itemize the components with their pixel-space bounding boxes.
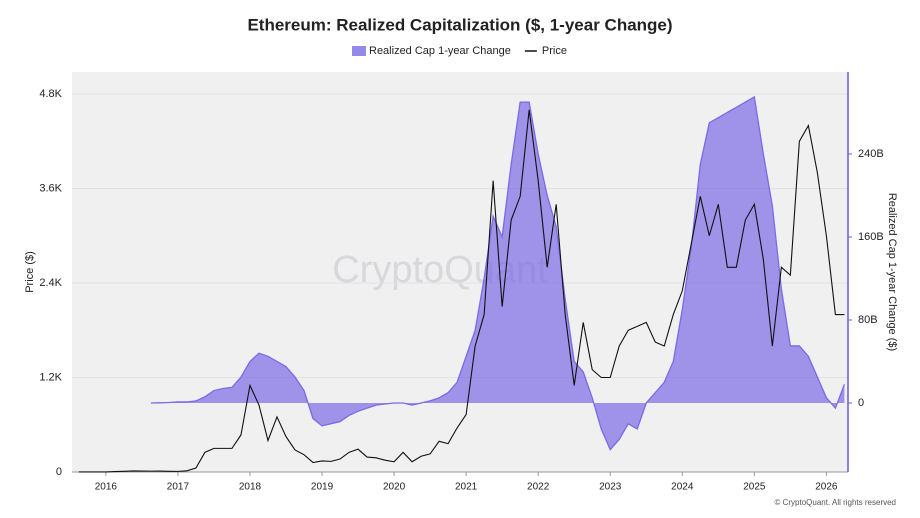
y2-tick-label: 80B bbox=[858, 314, 878, 326]
y2-axis-label: Realized Cap 1-year Change ($) bbox=[886, 193, 898, 351]
y2-tick-label: 0 bbox=[858, 397, 864, 409]
x-tick-label: 2025 bbox=[743, 482, 766, 493]
legend-label: Price bbox=[542, 45, 567, 57]
price-line bbox=[78, 109, 845, 473]
y2-tick-label: 160B bbox=[858, 231, 884, 243]
y-tick-label: 4.8K bbox=[39, 88, 62, 100]
y-tick-label: 3.6K bbox=[39, 182, 62, 194]
legend: Realized Cap 1-year Change Price bbox=[352, 45, 567, 57]
x-tick-label: 2024 bbox=[671, 482, 694, 493]
x-tick-label: 2020 bbox=[383, 482, 406, 493]
x-tick-label: 2016 bbox=[95, 482, 118, 493]
y-tick-label: 0 bbox=[56, 466, 62, 478]
x-tick-label: 2023 bbox=[599, 482, 622, 493]
x-tick-label: 2017 bbox=[167, 482, 190, 493]
y-tick-label: 2.4K bbox=[39, 277, 62, 289]
y-axis-label: Price ($) bbox=[24, 251, 36, 293]
x-tick-label: 2021 bbox=[455, 482, 478, 493]
x-tick-label: 2022 bbox=[527, 482, 550, 493]
legend-swatch bbox=[352, 46, 366, 56]
x-tick-label: 2026 bbox=[815, 482, 838, 493]
x-tick-label: 2018 bbox=[239, 482, 262, 493]
chart-title: Ethereum: Realized Capitalization ($, 1-… bbox=[247, 15, 672, 34]
x-tick-label: 2019 bbox=[311, 482, 334, 493]
area-line bbox=[150, 95, 846, 451]
legend-label: Realized Cap 1-year Change bbox=[369, 45, 511, 57]
footer: © CryptoQuant. All rights reserved bbox=[775, 498, 897, 507]
y-tick-label: 1.2K bbox=[39, 371, 62, 383]
area-fill bbox=[150, 96, 845, 450]
y2-tick-label: 240B bbox=[858, 148, 884, 160]
